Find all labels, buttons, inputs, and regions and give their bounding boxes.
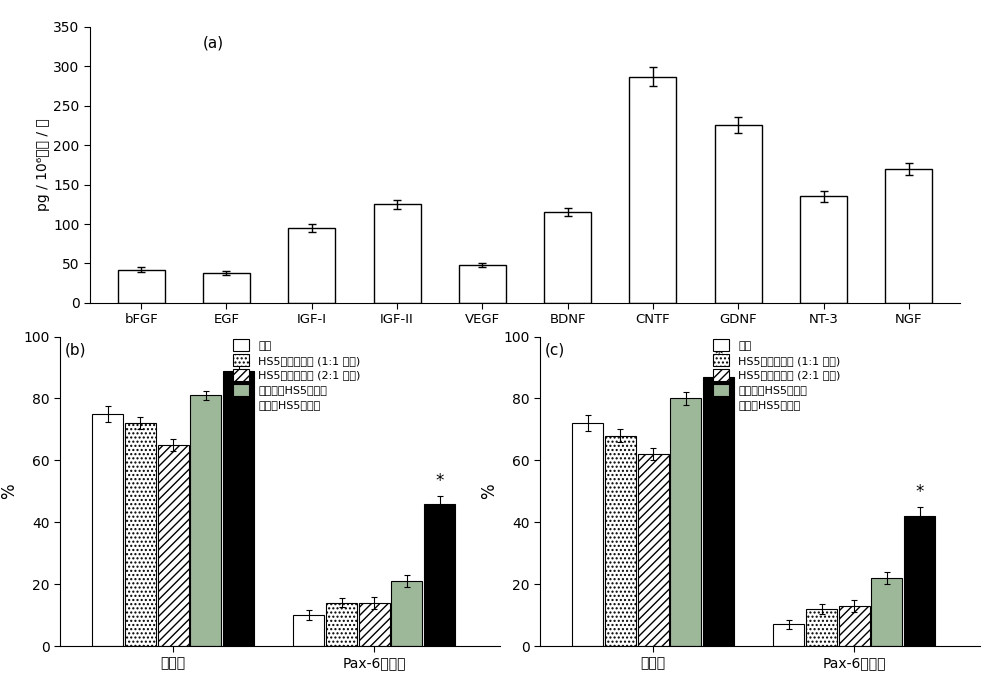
Bar xyxy=(203,273,250,303)
Bar xyxy=(118,270,165,303)
Bar xyxy=(359,603,390,646)
Bar xyxy=(374,205,421,303)
Legend: 对照, HS5条件培养基 (1:1 税释), HS5条件培养基 (2:1 税释), 非接触式HS5共培养, 接触式HS5共培养: 对照, HS5条件培养基 (1:1 税释), HS5条件培养基 (2:1 税释)… xyxy=(233,339,361,411)
Bar xyxy=(806,609,837,646)
Y-axis label: %: % xyxy=(0,483,18,499)
Bar xyxy=(326,603,357,646)
Bar xyxy=(800,197,847,303)
Bar xyxy=(572,423,603,646)
Bar xyxy=(391,581,422,646)
Y-axis label: %: % xyxy=(480,483,498,499)
Bar xyxy=(288,228,335,303)
Bar xyxy=(125,423,156,646)
Bar xyxy=(904,516,935,646)
Bar xyxy=(773,625,804,646)
Bar xyxy=(544,212,591,303)
Bar xyxy=(839,606,870,646)
Text: *: * xyxy=(915,483,924,501)
Bar xyxy=(424,503,455,646)
Bar xyxy=(629,77,676,303)
Y-axis label: pg / 10⁶细胞 / 天: pg / 10⁶细胞 / 天 xyxy=(36,118,50,211)
Text: (c): (c) xyxy=(544,343,565,357)
Bar xyxy=(92,414,123,646)
Bar xyxy=(715,125,762,303)
Bar xyxy=(190,395,221,646)
Bar xyxy=(459,265,506,303)
Bar xyxy=(158,445,189,646)
Text: (b): (b) xyxy=(64,343,86,357)
Text: *: * xyxy=(234,340,243,358)
Bar xyxy=(293,615,324,646)
Text: *: * xyxy=(435,472,444,490)
Legend: 对照, HS5条件培养基 (1:1 税释), HS5条件培养基 (2:1 税释), 非接触式HS5共培养, 接触式HS5共培养: 对照, HS5条件培养基 (1:1 税释), HS5条件培养基 (2:1 税释)… xyxy=(713,339,841,411)
Text: (a): (a) xyxy=(203,35,224,50)
Bar xyxy=(605,435,636,646)
Text: *: * xyxy=(714,347,723,364)
Bar xyxy=(703,377,734,646)
Bar xyxy=(871,578,902,646)
Bar xyxy=(223,371,254,646)
Bar xyxy=(885,169,932,303)
Bar xyxy=(670,398,701,646)
Bar xyxy=(638,454,669,646)
